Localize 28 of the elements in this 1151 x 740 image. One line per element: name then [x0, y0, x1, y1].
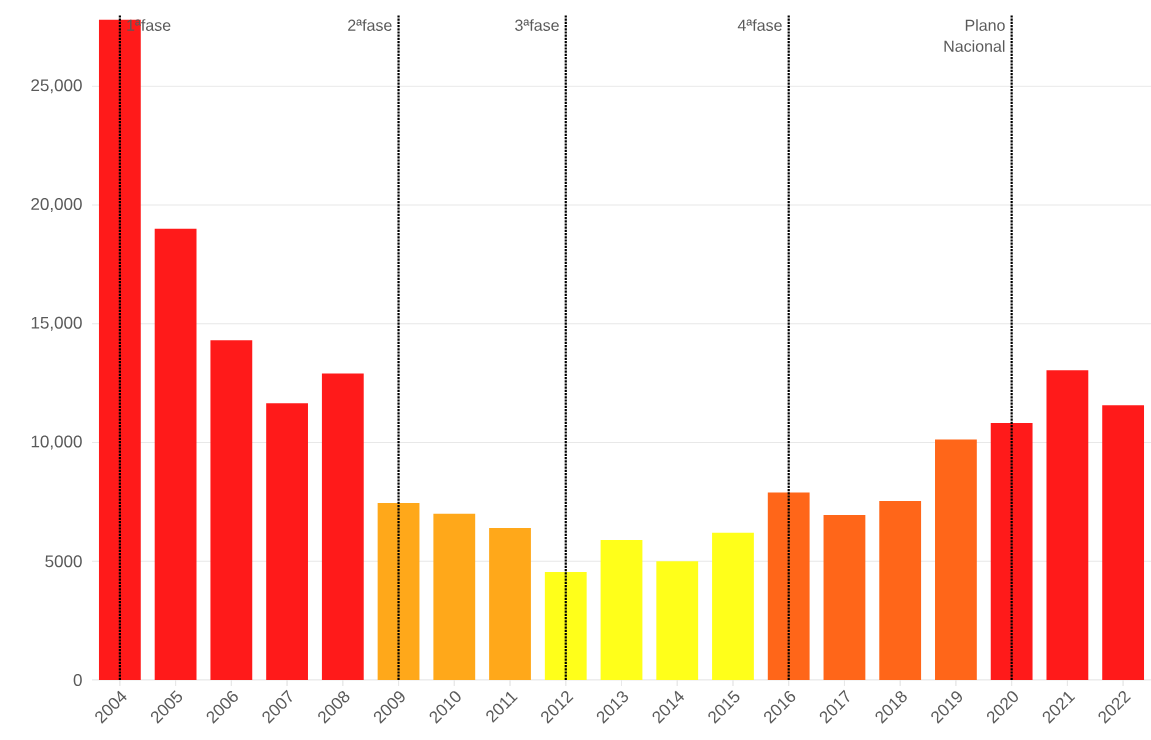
bar [377, 503, 420, 680]
y-tick-label: 10,000 [31, 435, 82, 450]
ref-line-label: Plano Nacional [944, 19, 1005, 52]
bar [433, 513, 476, 680]
bar [990, 423, 1033, 680]
y-tick-label: 15,000 [31, 316, 82, 331]
bar [600, 540, 643, 680]
bar [1102, 405, 1145, 680]
bar [321, 373, 364, 680]
bar [266, 403, 308, 680]
y-tick-label: 20,000 [31, 197, 82, 213]
y-tick-label: 25,000 [31, 79, 82, 94]
ref-line-label: 4ªfase [737, 19, 782, 31]
bar [489, 528, 531, 680]
bar [544, 571, 587, 680]
bar [1046, 370, 1089, 680]
y-tick-label: 0 [73, 673, 82, 687]
bar [935, 439, 977, 680]
bar [879, 500, 922, 680]
bar [154, 228, 197, 680]
bar [712, 532, 754, 680]
y-tick-label: 5000 [45, 555, 82, 568]
ref-line-label: 2ªfase [348, 19, 392, 31]
bar [767, 492, 810, 680]
bar [656, 561, 699, 680]
ref-line-label: 3ªfase [515, 19, 559, 31]
bar [823, 514, 866, 680]
bar [210, 340, 253, 680]
